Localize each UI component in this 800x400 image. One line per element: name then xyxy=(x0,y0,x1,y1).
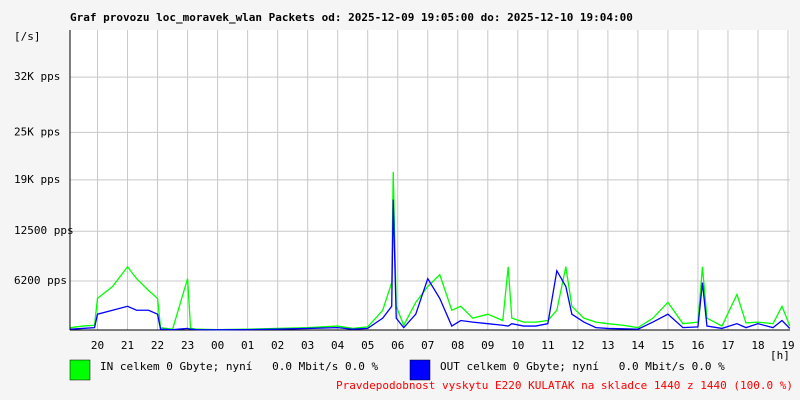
x-tick-label: 04 xyxy=(331,339,345,352)
x-tick-label: 18 xyxy=(751,339,764,352)
legend-swatch xyxy=(409,359,431,381)
x-tick-label: 08 xyxy=(451,339,464,352)
legend-label: IN celkem 0 Gbyte; nyní 0.0 Mbit/s 0.0 % xyxy=(100,360,379,373)
x-tick-label: 15 xyxy=(661,339,674,352)
x-tick-label: 06 xyxy=(391,339,404,352)
x-axis-label: [h] xyxy=(770,349,790,362)
x-tick-label: 19 xyxy=(781,339,794,352)
y-axis-label: [/s] xyxy=(14,30,41,43)
x-tick-label: 16 xyxy=(691,339,704,352)
x-tick-label: 07 xyxy=(421,339,434,352)
x-tick-label: 05 xyxy=(361,339,374,352)
chart-title: Graf provozu loc_moravek_wlan Packets od… xyxy=(70,11,633,24)
series-line xyxy=(70,199,791,331)
footer-note: Pravdepodobnost vyskytu E220 KULATAK na … xyxy=(336,379,793,392)
x-tick-label: 14 xyxy=(631,339,645,352)
x-tick-label: 20 xyxy=(91,339,104,352)
x-tick-label: 01 xyxy=(241,339,254,352)
legend-swatch xyxy=(69,359,91,381)
x-tick-label: 23 xyxy=(181,339,194,352)
x-tick-label: 21 xyxy=(121,339,134,352)
x-tick-label: 09 xyxy=(481,339,494,352)
y-tick-label: 6200 pps xyxy=(14,274,67,287)
x-tick-label: 12 xyxy=(571,339,584,352)
x-tick-label: 13 xyxy=(601,339,614,352)
y-tick-label: 12500 pps xyxy=(14,224,74,237)
x-tick-label: 03 xyxy=(301,339,314,352)
y-tick-label: 25K pps xyxy=(14,125,60,138)
x-tick-label: 17 xyxy=(721,339,734,352)
x-tick-label: 00 xyxy=(211,339,224,352)
x-tick-label: 02 xyxy=(271,339,284,352)
y-tick-label: 19K pps xyxy=(14,173,60,186)
x-tick-label: 22 xyxy=(151,339,164,352)
x-tick-label: 11 xyxy=(541,339,554,352)
y-tick-label: 32K pps xyxy=(14,70,60,83)
x-tick-label: 10 xyxy=(511,339,524,352)
legend-label: OUT celkem 0 Gbyte; nyní 0.0 Mbit/s 0.0 … xyxy=(440,360,725,373)
